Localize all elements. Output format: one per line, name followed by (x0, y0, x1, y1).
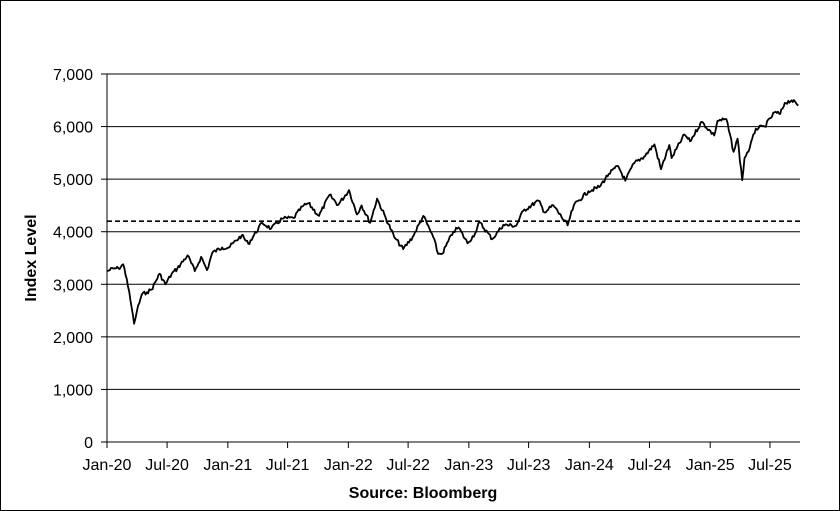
x-tick-label: Jan-20 (83, 457, 132, 474)
y-tick-label: 5,000 (53, 172, 93, 189)
x-tick-label: Jan-25 (686, 457, 735, 474)
y-tick-label: 2,000 (53, 330, 93, 347)
y-axis-tick-labels: 0 1,000 2,000 3,000 4,000 5,000 6,000 7,000 (53, 67, 93, 452)
x-tick-label: Jan-21 (203, 457, 252, 474)
index-series-line (106, 99, 799, 325)
x-tick-label: Jul-20 (145, 457, 189, 474)
x-tick-label: Jan-24 (565, 457, 614, 474)
x-tick-label: Jul-25 (748, 457, 792, 474)
x-tick-label: Jan-23 (444, 457, 493, 474)
x-axis: Jan-20 Jul-20 Jan-21 Jul-21 Jan-22 Jul-22 Jan-… (83, 74, 800, 474)
y-tick-label: 7,000 (53, 67, 93, 84)
x-tick-label: Jul-22 (386, 457, 430, 474)
x-tick-label: Jul-24 (628, 457, 672, 474)
y-tick-label: 6,000 (53, 120, 93, 137)
series-group (106, 99, 799, 325)
y-tick-label: 0 (84, 435, 93, 452)
x-tick-label: Jan-22 (324, 457, 373, 474)
x-axis-title: Source: Bloomberg (349, 485, 497, 502)
y-axis-title: Index Level (23, 214, 40, 301)
y-tick-label: 4,000 (53, 225, 93, 242)
y-tick-label: 1,000 (53, 382, 93, 399)
y-tick-label: 3,000 (53, 277, 93, 294)
x-tick-label: Jul-21 (266, 457, 310, 474)
gridlines (101, 73, 800, 443)
x-tick-label: Jul-23 (507, 457, 551, 474)
